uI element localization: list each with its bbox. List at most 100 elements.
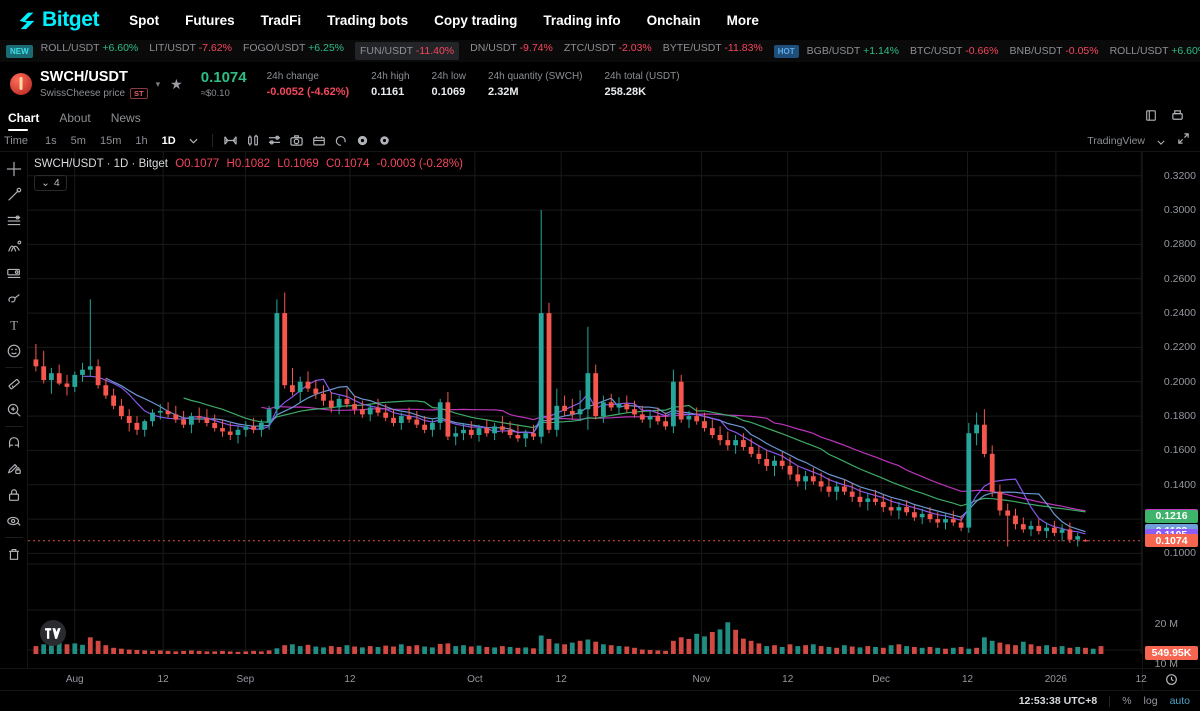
pair-identity[interactable]: SWCH/USDT SwissCheese price ST <box>40 69 148 99</box>
chart-provider-label[interactable]: TradingView <box>1087 134 1145 147</box>
nav-item-trading-info[interactable]: Trading info <box>543 12 621 28</box>
nav-item-tradfi[interactable]: TradFi <box>260 12 302 28</box>
timeframe-1h[interactable]: 1h <box>135 134 148 147</box>
undo-icon[interactable] <box>330 132 352 150</box>
price-badge-0-1074[interactable]: 0.1074 <box>1145 534 1198 548</box>
ticker-change: -2.03% <box>618 42 652 54</box>
volume-tick-label: 10 M <box>1154 658 1178 670</box>
fullscreen-icon[interactable] <box>1177 132 1190 150</box>
ticker-pair: ROLL/USDT <box>1109 45 1172 57</box>
stat-value: 2.32M <box>488 86 519 98</box>
ticker-pair: DN/USDT <box>470 42 520 54</box>
price-badge-0-1216[interactable]: 0.1216 <box>1145 509 1198 523</box>
chevron-down-icon[interactable] <box>1157 132 1165 150</box>
stat-label: 24h high <box>371 71 410 82</box>
candlestick-plot[interactable]: SWCH/USDT · 1D · Bitget O0.1077 H0.1082 … <box>28 152 1142 668</box>
ticker-item-roll[interactable]: ROLL/USDT +6.60% <box>41 42 139 60</box>
nav-item-futures[interactable]: Futures <box>185 12 235 28</box>
crosshair-icon[interactable] <box>1 156 27 182</box>
lock-icon[interactable] <box>1 482 27 508</box>
timeframe-list: 1s 5m 15m 1h 1D <box>38 134 183 148</box>
stat-24h-high: 24h high 0.1161 <box>371 70 409 98</box>
ticker-item-bgb[interactable]: BGB/USDT +1.14% <box>807 45 899 57</box>
ticker-item-dn[interactable]: DN/USDT -9.74% <box>470 42 553 60</box>
tab-about[interactable]: About <box>59 111 91 125</box>
brush-icon[interactable] <box>1 286 27 312</box>
time-tick-label: 2026 <box>1044 674 1067 685</box>
ticker-item-roll[interactable]: ROLL/USDT +6.60% <box>1110 45 1200 57</box>
ticker-item-bnb[interactable]: BNB/USDT -0.05% <box>1009 45 1098 57</box>
chevron-down-icon[interactable]: ▾ <box>155 78 161 89</box>
time-axis-settings[interactable] <box>1142 669 1200 690</box>
timeframe-1D[interactable]: 1D <box>161 134 176 147</box>
timeframe-15m[interactable]: 15m <box>99 134 122 147</box>
trendline-icon[interactable] <box>1 182 27 208</box>
auto-scale-button[interactable]: auto <box>1169 695 1190 707</box>
ticker-item-byte[interactable]: BYTE/USDT -11.83% <box>663 42 763 60</box>
price-axis[interactable]: 0.3200 0.3000 0.2800 0.2600 0.2400 0.2200 0.20… <box>1142 152 1200 670</box>
last-price-block: 0.1074 ≈$0.10 <box>201 69 247 99</box>
nav-item-copy-trading[interactable]: Copy trading <box>434 12 518 28</box>
ticker-pair: BYTE/USDT <box>662 42 725 54</box>
text-icon[interactable]: T <box>1 312 27 338</box>
eye-icon[interactable] <box>1 508 27 534</box>
compare-icon[interactable] <box>264 132 286 150</box>
brand-logo[interactable]: Bitget <box>16 8 99 32</box>
stat-24h-total-usdt: 24h total (USDT) 258.28K <box>605 70 680 98</box>
book-icon[interactable] <box>1145 109 1157 127</box>
volume-current-badge[interactable]: 549.95K <box>1145 646 1198 660</box>
ticker-item-btc[interactable]: BTC/USDT -0.66% <box>910 45 999 57</box>
market-ticker-bar[interactable]: NEW ROLL/USDT +6.60% LIT/USDT -7.62% FOGO/… <box>0 40 1200 62</box>
zoom-in-icon[interactable] <box>1 397 27 423</box>
time-axis[interactable]: Aug 12 Sep 12 Oct 12 Nov 12 Dec 12 2026 12 <box>0 668 1200 690</box>
ticker-item-fogo[interactable]: FOGO/USDT +6.25% <box>243 42 344 60</box>
magnet-icon[interactable] <box>1 430 27 456</box>
timeframe-5m[interactable]: 5m <box>70 134 86 147</box>
horizontal-lines-icon[interactable] <box>1 208 27 234</box>
pattern-icon[interactable] <box>1 260 27 286</box>
stat-label: 24h total (USDT) <box>604 71 680 82</box>
nav-item-trading-bots[interactable]: Trading bots <box>327 12 409 28</box>
chart-canvas[interactable] <box>28 152 1142 668</box>
ticker-item-lit[interactable]: LIT/USDT -7.62% <box>149 42 232 60</box>
settings-icon[interactable] <box>374 132 396 150</box>
nav-item-more[interactable]: More <box>726 12 759 28</box>
legend-close: C0.1074 <box>325 158 370 170</box>
price-tick-label: 0.1800 <box>1163 410 1196 423</box>
candles-type-icon[interactable] <box>220 132 242 150</box>
time-tick-label: Dec <box>872 674 891 685</box>
replay-icon[interactable] <box>308 132 330 150</box>
star-icon[interactable]: ★ <box>170 75 183 92</box>
toolbar-divider <box>4 537 23 538</box>
nav-item-spot[interactable]: Spot <box>129 12 160 28</box>
ruler-icon[interactable] <box>1 371 27 397</box>
price-tick-label: 0.2600 <box>1163 272 1196 285</box>
indicator-count-box[interactable]: ⌄ 4 <box>34 175 67 191</box>
ticker-pair: FOGO/USDT <box>242 42 309 54</box>
tab-chart[interactable]: Chart <box>8 111 40 125</box>
log-scale-button[interactable]: log <box>1143 695 1158 707</box>
percent-scale-button[interactable]: % <box>1122 695 1132 707</box>
tab-news[interactable]: News <box>110 111 141 125</box>
camera-icon[interactable] <box>286 132 308 150</box>
print-icon[interactable] <box>1171 109 1184 127</box>
ticker-item-fun[interactable]: FUN/USDT -11.40% <box>355 42 460 60</box>
price-tick-label: 0.2200 <box>1163 341 1196 354</box>
nav-item-onchain[interactable]: Onchain <box>646 12 701 28</box>
chart-legend-title: SWCH/USDT · 1D · Bitget <box>34 158 168 170</box>
timeframe-1s[interactable]: 1s <box>45 134 57 147</box>
fib-icon[interactable] <box>1 234 27 260</box>
ticker-item-ztc[interactable]: ZTC/USDT -2.03% <box>564 42 652 60</box>
emoji-icon[interactable] <box>1 338 27 364</box>
pencil-lock-icon[interactable] <box>1 456 27 482</box>
nav-items: Spot Futures TradFi Trading bots Copy tradin… <box>129 13 759 28</box>
price-tick-label: 0.1000 <box>1163 547 1196 560</box>
legend-low: L0.1069 <box>277 158 319 170</box>
trash-icon[interactable] <box>1 541 27 567</box>
ticker-hot-badge: HOT <box>773 44 799 58</box>
alert-icon[interactable] <box>352 132 374 150</box>
chevron-down-icon[interactable] <box>183 132 205 150</box>
time-tick-label: 12 <box>344 674 356 685</box>
indicators-icon[interactable] <box>242 132 264 150</box>
bitget-logo-icon <box>16 9 38 31</box>
